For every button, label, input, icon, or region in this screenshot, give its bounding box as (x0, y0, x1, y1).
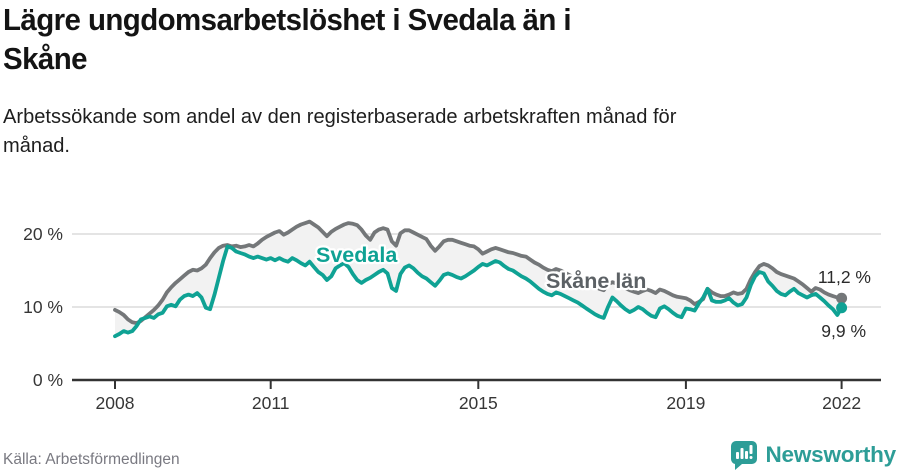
series-label-svedala: Svedala (316, 243, 398, 267)
speech-bubble-shape (731, 441, 758, 470)
newsworthy-wordmark: Newsworthy (765, 442, 896, 467)
end-value-label-skane-lan: 11,2 % (818, 267, 871, 287)
series-line-svedala (113, 244, 844, 339)
x-tick-label-2022: 2022 (822, 393, 861, 413)
page-title-line1: Lägre ungdomsarbetslöshet i Svedala än i (3, 2, 572, 37)
x-tick-label-2008: 2008 (96, 393, 135, 413)
x-tick-label-2015: 2015 (459, 393, 498, 413)
y-tick-label-10: 10 % (23, 297, 63, 317)
chart-subtitle-line1: Arbetssökande som andel av den registerb… (3, 105, 677, 128)
end-value-label-svedala: 9,9 % (821, 321, 866, 341)
end-dot-svedala (836, 302, 848, 314)
source-note: Källa: Arbetsförmedlingen (3, 451, 180, 468)
x-tick-label-2019: 2019 (666, 393, 705, 413)
page-title-line2: Skåne (3, 41, 87, 76)
series-label-skane-lan: Skåne län (546, 269, 646, 293)
y-tick-label-0: 0 % (33, 370, 63, 390)
newsworthy-icon (731, 441, 758, 470)
end-dot-skane-lan (836, 292, 848, 304)
y-tick-label-20: 20 % (23, 224, 63, 244)
page-title: Lägre ungdomsarbetslöshet i Svedala än i… (3, 0, 855, 78)
chart-subtitle: Arbetssökande som andel av den registerb… (3, 102, 875, 160)
newsworthy-logo: Newsworthy (730, 440, 896, 470)
band-between-series (115, 221, 842, 337)
chart-subtitle-line2: månad. (3, 134, 71, 157)
x-tick-label-2011: 2011 (252, 393, 290, 413)
series-line-skane-lan (113, 219, 844, 325)
